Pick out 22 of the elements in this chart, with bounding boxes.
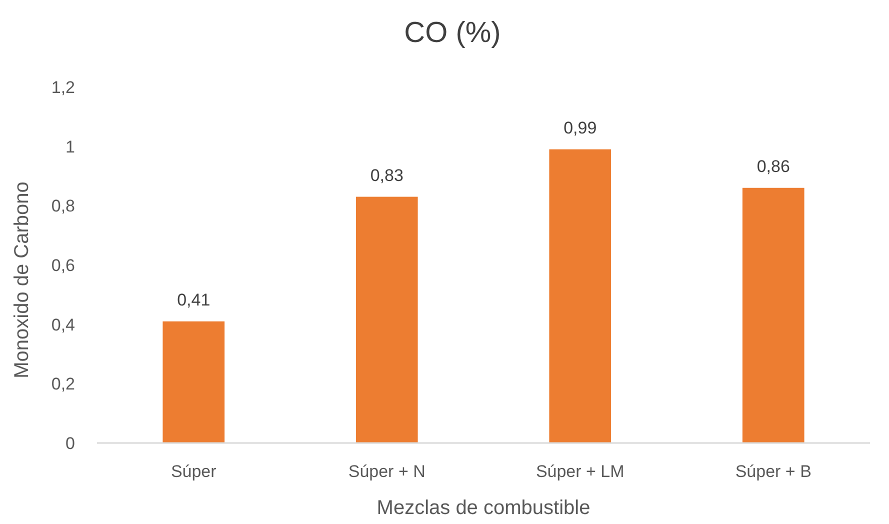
y-tick-label: 0,2 <box>51 374 75 394</box>
x-tick-label: Súper + LM <box>536 462 624 481</box>
y-tick-label: 0,4 <box>51 315 75 334</box>
y-tick-label: 0,6 <box>51 256 75 275</box>
bar <box>356 196 418 443</box>
data-label: 0,41 <box>177 290 210 310</box>
bar <box>162 321 225 443</box>
x-tick-label: Súper + B <box>735 462 812 481</box>
y-tick-label: 1,2 <box>51 78 75 97</box>
y-tick-label: 1 <box>66 137 75 156</box>
x-axis-title: Mezclas de combustible <box>376 497 590 519</box>
data-label: 0,83 <box>370 166 404 185</box>
chart-title: CO (%) <box>404 17 501 49</box>
x-tick-label: Súper + N <box>348 462 426 481</box>
y-tick-label: 0 <box>66 434 75 453</box>
y-axis-title: Monoxido de Carbono <box>11 182 33 378</box>
data-label: 0,99 <box>564 118 597 138</box>
y-tick-label: 0,8 <box>51 196 75 216</box>
x-tick-label: Súper <box>170 462 217 481</box>
bar <box>549 149 612 443</box>
bar <box>742 188 804 443</box>
data-label: 0,86 <box>756 156 790 176</box>
